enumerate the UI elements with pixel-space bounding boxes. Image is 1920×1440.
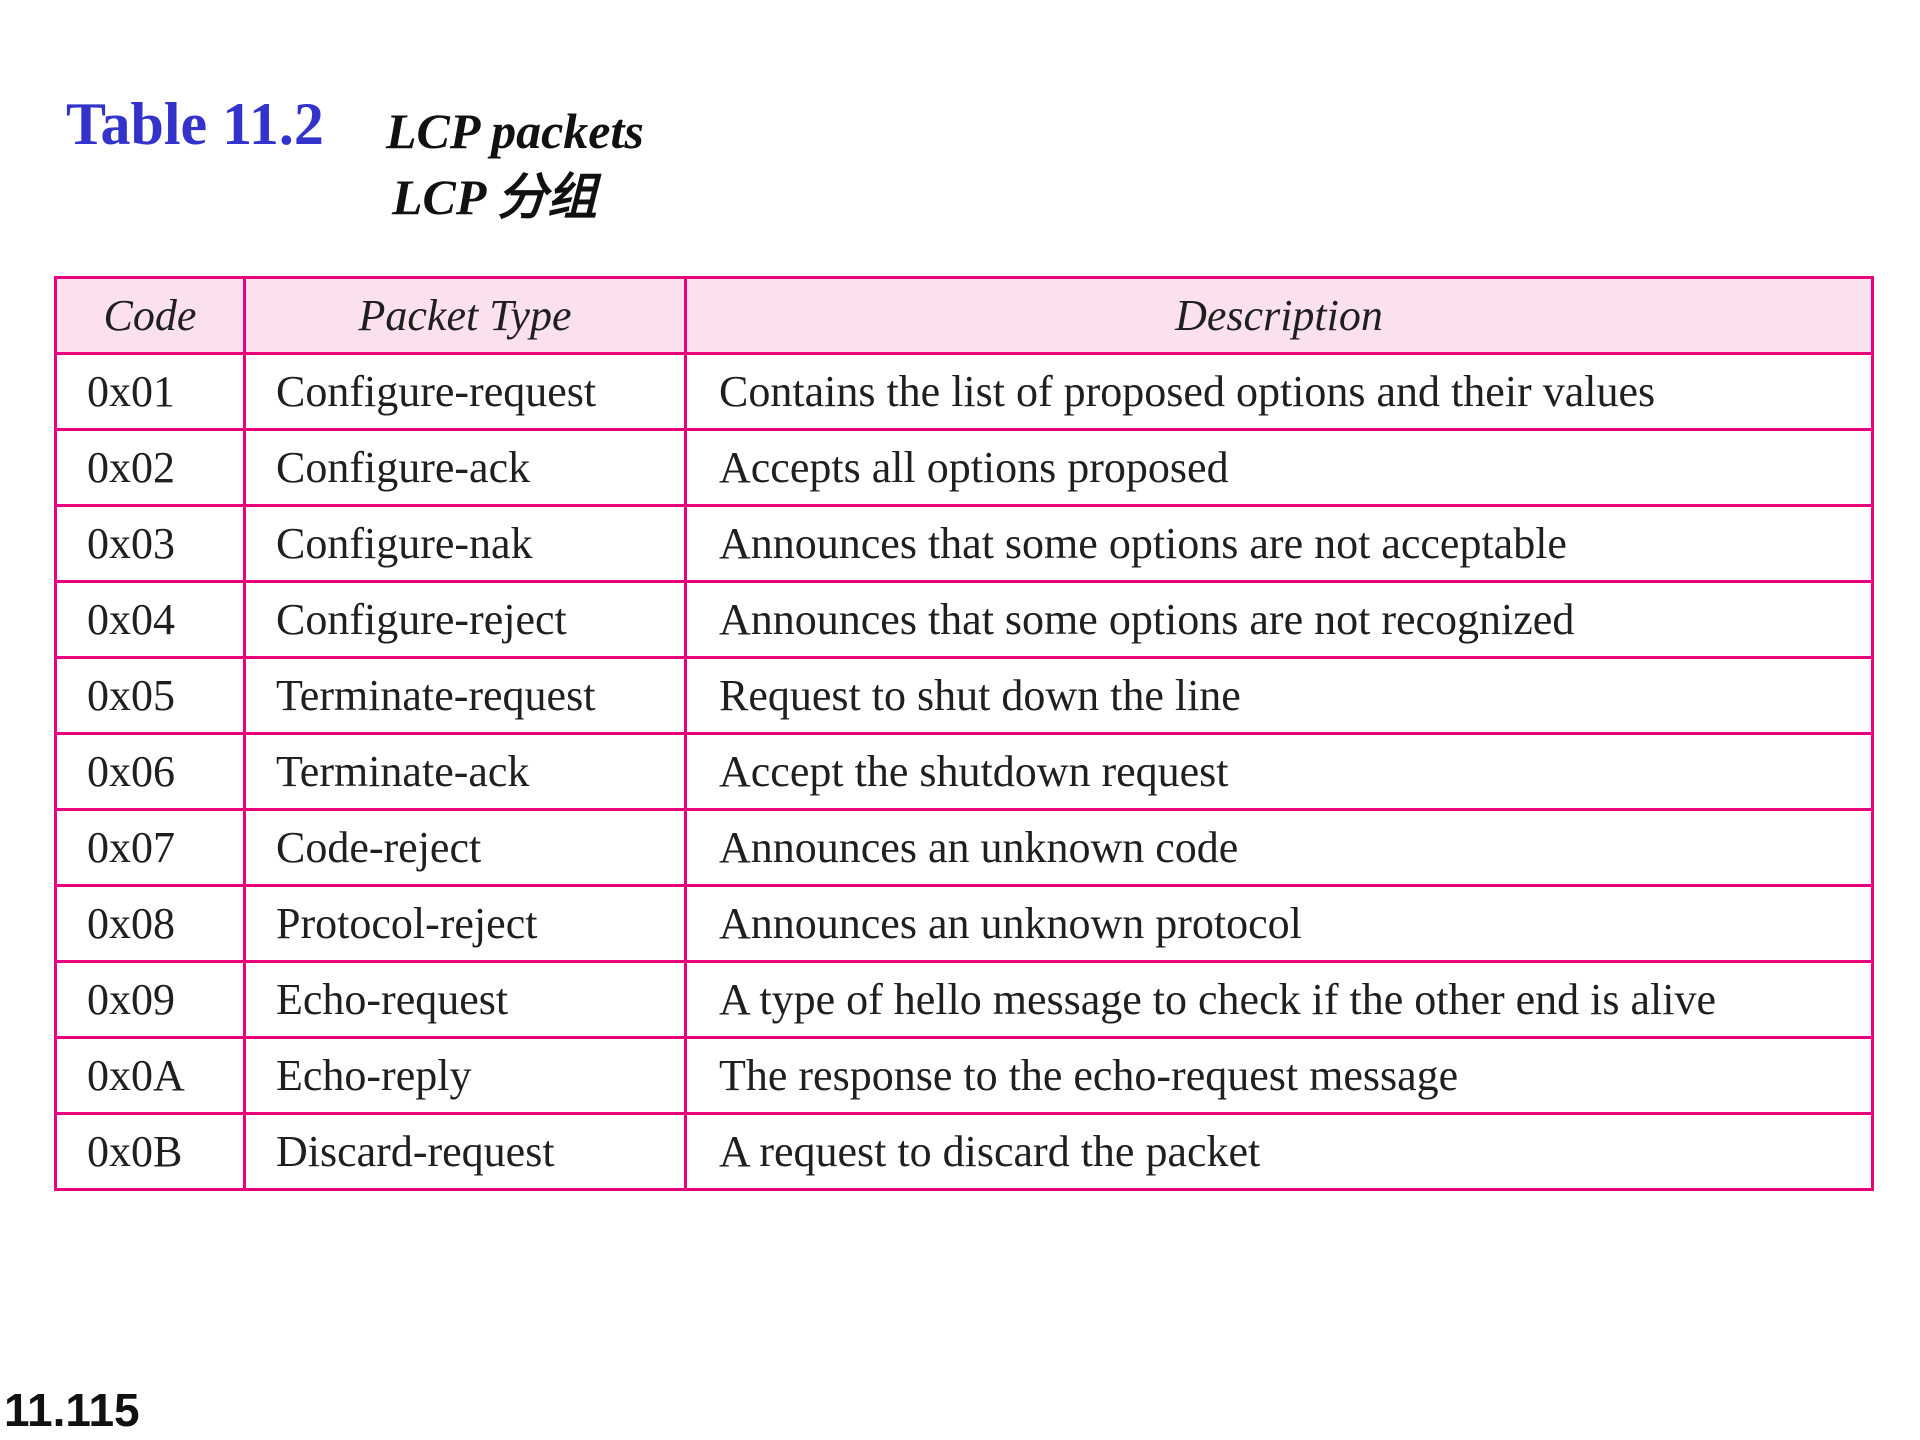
table-row: 0x07 Code-reject Announces an unknown co… (54, 808, 1874, 887)
page-number: 11.115 (4, 1384, 140, 1436)
table-row: 0x03 Configure-nak Announces that some o… (54, 504, 1874, 583)
description-cell: The response to the echo-request message (684, 1036, 1874, 1115)
description-cell: Request to shut down the line (684, 656, 1874, 735)
table-row: 0x05 Terminate-request Request to shut d… (54, 656, 1874, 735)
code-cell: 0x02 (54, 428, 246, 507)
description-cell: A type of hello message to check if the … (684, 960, 1874, 1039)
code-cell: 0x05 (54, 656, 246, 735)
code-cell: 0x01 (54, 352, 246, 431)
table-row: 0x09 Echo-request A type of hello messag… (54, 960, 1874, 1039)
description-cell: Accepts all options proposed (684, 428, 1874, 507)
packet-type-cell: Echo-request (243, 960, 687, 1039)
packet-type-cell: Configure-nak (243, 504, 687, 583)
code-cell: 0x04 (54, 580, 246, 659)
packet-type-cell: Echo-reply (243, 1036, 687, 1115)
description-cell: Announces that some options are not reco… (684, 580, 1874, 659)
packet-type-cell: Configure-request (243, 352, 687, 431)
description-cell: Contains the list of proposed options an… (684, 352, 1874, 431)
description-cell: Accept the shutdown request (684, 732, 1874, 811)
description-cell: Announces an unknown protocol (684, 884, 1874, 963)
header-packet-type: Packet Type (243, 276, 687, 355)
header-description: Description (684, 276, 1874, 355)
table-row: 0x04 Configure-reject Announces that som… (54, 580, 1874, 659)
table-number: Table 11.2 (66, 91, 324, 157)
description-cell: A request to discard the packet (684, 1112, 1874, 1191)
packet-type-cell: Terminate-request (243, 656, 687, 735)
table-row: 0x06 Terminate-ack Accept the shutdown r… (54, 732, 1874, 811)
code-cell: 0x0A (54, 1036, 246, 1115)
table-row: 0x01 Configure-request Contains the list… (54, 352, 1874, 431)
packet-type-cell: Terminate-ack (243, 732, 687, 811)
packet-type-cell: Protocol-reject (243, 884, 687, 963)
description-cell: Announces that some options are not acce… (684, 504, 1874, 583)
packet-type-cell: Configure-reject (243, 580, 687, 659)
caption-chinese: LCP 分组 (392, 169, 598, 225)
header-code: Code (54, 276, 246, 355)
packet-type-cell: Code-reject (243, 808, 687, 887)
table-row: 0x0B Discard-request A request to discar… (54, 1112, 1874, 1191)
packet-type-cell: Discard-request (243, 1112, 687, 1191)
code-cell: 0x09 (54, 960, 246, 1039)
code-cell: 0x08 (54, 884, 246, 963)
table-row: 0x0A Echo-reply The response to the echo… (54, 1036, 1874, 1115)
code-cell: 0x0B (54, 1112, 246, 1191)
caption-english: LCP packets (386, 103, 644, 159)
code-cell: 0x06 (54, 732, 246, 811)
description-cell: Announces an unknown code (684, 808, 1874, 887)
code-cell: 0x07 (54, 808, 246, 887)
header-row: Code Packet Type Description (54, 276, 1874, 355)
code-cell: 0x03 (54, 504, 246, 583)
table-row: 0x02 Configure-ack Accepts all options p… (54, 428, 1874, 507)
packet-type-cell: Configure-ack (243, 428, 687, 507)
table-row: 0x08 Protocol-reject Announces an unknow… (54, 884, 1874, 963)
lcp-packets-table: Code Packet Type Description 0x01 Config… (54, 276, 1874, 1191)
table-caption: LCP packets LCP 分组 (386, 98, 644, 230)
